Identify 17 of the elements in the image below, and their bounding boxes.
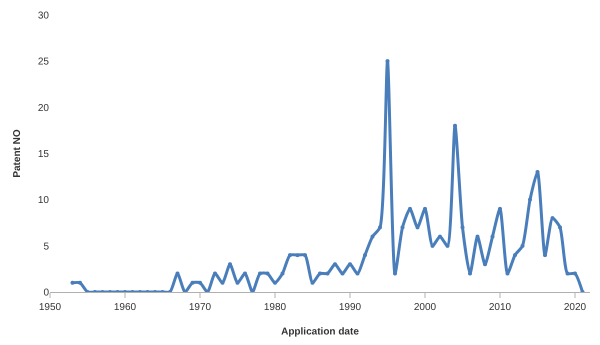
x-tick-label: 1960 <box>114 302 137 313</box>
y-tick-label: 0 <box>43 288 50 298</box>
x-tick-label: 1950 <box>38 302 62 313</box>
y-tick-label: 20 <box>38 102 50 114</box>
y-tick-label: 15 <box>38 149 50 160</box>
x-tick-label: 1980 <box>264 302 287 313</box>
x-tick-label: 2020 <box>564 302 587 313</box>
x-axis-title: Application date <box>281 326 360 338</box>
y-axis-title: Patent NO <box>12 129 23 178</box>
x-tick-label: 1990 <box>338 302 362 313</box>
x-tick-label: 1970 <box>188 302 212 313</box>
y-tick-label: 30 <box>38 10 50 22</box>
x-tick-label: 2010 <box>488 302 512 313</box>
y-tick-label: 5 <box>43 241 50 252</box>
x-tick-label: 2000 <box>414 302 437 313</box>
y-tick-label: 25 <box>38 56 50 68</box>
y-tick-label: 10 <box>38 195 50 206</box>
